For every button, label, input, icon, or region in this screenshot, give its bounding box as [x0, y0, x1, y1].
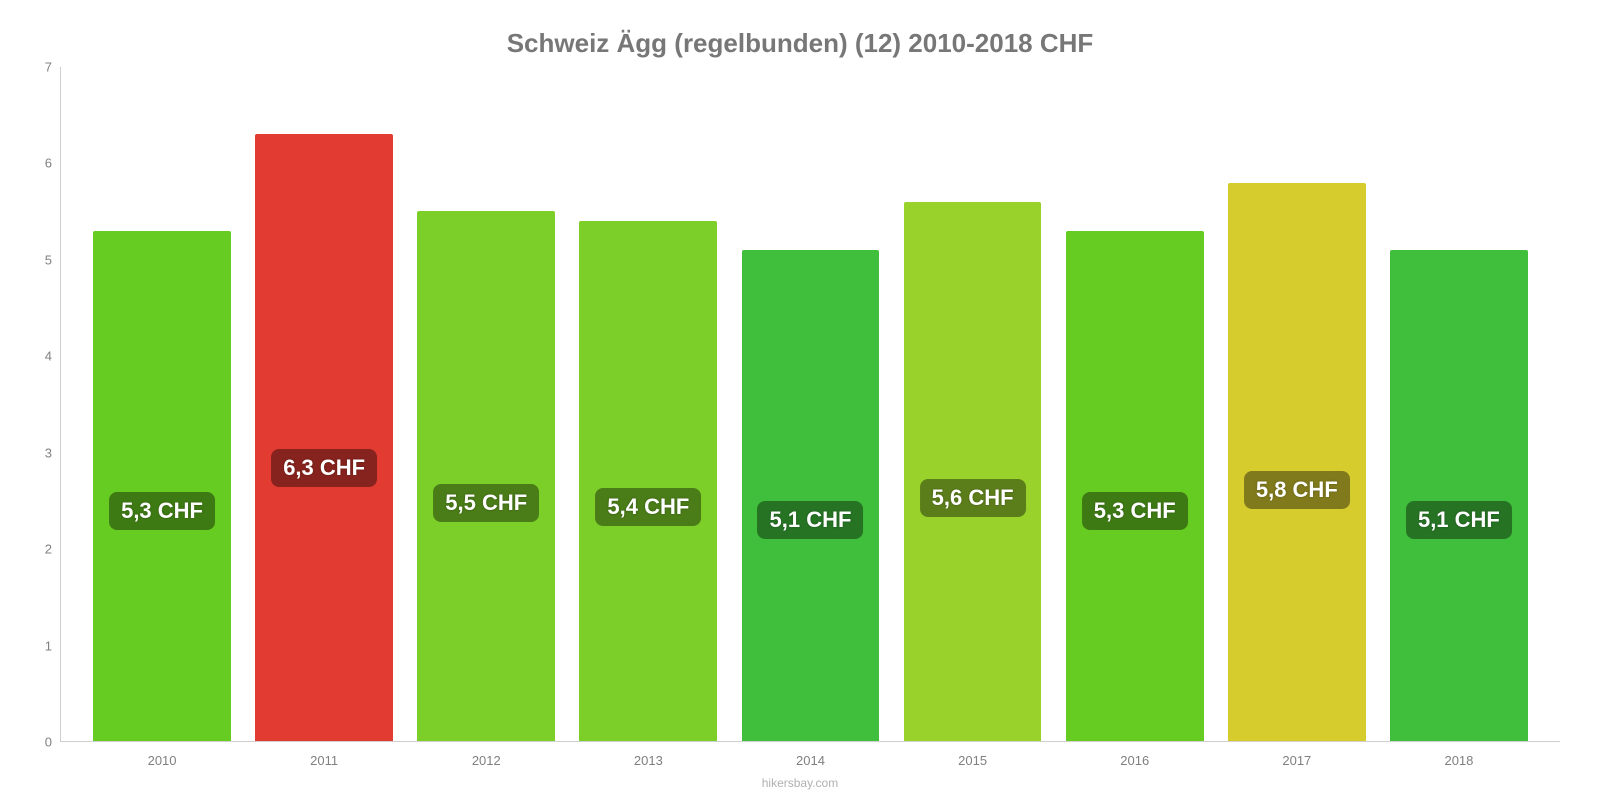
- right-padding: [1560, 67, 1580, 782]
- bar-slot: 5,1 CHF: [1378, 67, 1540, 741]
- y-tick-label: 6: [45, 156, 52, 171]
- bar-value-label: 5,1 CHF: [758, 501, 864, 539]
- bar-value-label: 5,4 CHF: [595, 488, 701, 526]
- bar: 5,6 CHF: [904, 202, 1042, 741]
- y-axis: 01234567: [20, 67, 60, 742]
- x-tick-label: 2012: [405, 741, 567, 768]
- chart-title: Schweiz Ägg (regelbunden) (12) 2010-2018…: [0, 0, 1600, 67]
- y-tick-label: 3: [45, 445, 52, 460]
- bar-value-label: 5,1 CHF: [1406, 501, 1512, 539]
- bar-slot: 5,5 CHF: [405, 67, 567, 741]
- chart-container: Schweiz Ägg (regelbunden) (12) 2010-2018…: [0, 0, 1600, 800]
- bar: 5,1 CHF: [742, 250, 880, 741]
- bar: 5,5 CHF: [417, 211, 555, 741]
- x-tick-label: 2015: [892, 741, 1054, 768]
- plot-area: 5,3 CHF 6,3 CHF 5,5 CHF 5,4 CHF 5,1 CHF 5,6 C…: [60, 67, 1560, 742]
- attribution-text: hikersbay.com: [0, 776, 1600, 800]
- bar-slot: 5,4 CHF: [567, 67, 729, 741]
- bar-value-label: 5,3 CHF: [1082, 492, 1188, 530]
- bar-slot: 5,6 CHF: [892, 67, 1054, 741]
- bar-value-label: 5,3 CHF: [109, 492, 215, 530]
- x-tick-label: 2018: [1378, 741, 1540, 768]
- bar: 5,3 CHF: [93, 231, 231, 741]
- x-tick-label: 2011: [243, 741, 405, 768]
- y-tick-label: 1: [45, 638, 52, 653]
- bar: 6,3 CHF: [255, 134, 393, 741]
- bar-slot: 6,3 CHF: [243, 67, 405, 741]
- bar-slot: 5,1 CHF: [729, 67, 891, 741]
- bar: 5,1 CHF: [1390, 250, 1528, 741]
- x-tick-label: 2013: [567, 741, 729, 768]
- bar: 5,3 CHF: [1066, 231, 1204, 741]
- bar-slot: 5,3 CHF: [1054, 67, 1216, 741]
- x-axis-labels: 201020112012201320142015201620172018: [61, 741, 1560, 768]
- bar-slot: 5,8 CHF: [1216, 67, 1378, 741]
- bar: 5,4 CHF: [579, 221, 717, 741]
- y-tick-label: 4: [45, 349, 52, 364]
- y-tick-label: 7: [45, 60, 52, 75]
- bar-value-label: 6,3 CHF: [271, 449, 377, 487]
- bar-value-label: 5,8 CHF: [1244, 471, 1350, 509]
- bar: 5,8 CHF: [1228, 183, 1366, 741]
- x-tick-label: 2017: [1216, 741, 1378, 768]
- bar-slot: 5,3 CHF: [81, 67, 243, 741]
- y-tick-label: 5: [45, 252, 52, 267]
- plot-wrap: 01234567 5,3 CHF6,3 CHF5,5 CHF5,4 CHF5,1…: [0, 67, 1600, 782]
- bar-value-label: 5,5 CHF: [433, 484, 539, 522]
- x-tick-label: 2010: [81, 741, 243, 768]
- y-tick-label: 2: [45, 542, 52, 557]
- bar-value-label: 5,6 CHF: [920, 479, 1026, 517]
- x-tick-label: 2016: [1054, 741, 1216, 768]
- y-tick-label: 0: [45, 735, 52, 750]
- x-tick-label: 2014: [729, 741, 891, 768]
- bars-layer: 5,3 CHF 6,3 CHF 5,5 CHF 5,4 CHF 5,1 CHF 5,6 C…: [61, 67, 1560, 741]
